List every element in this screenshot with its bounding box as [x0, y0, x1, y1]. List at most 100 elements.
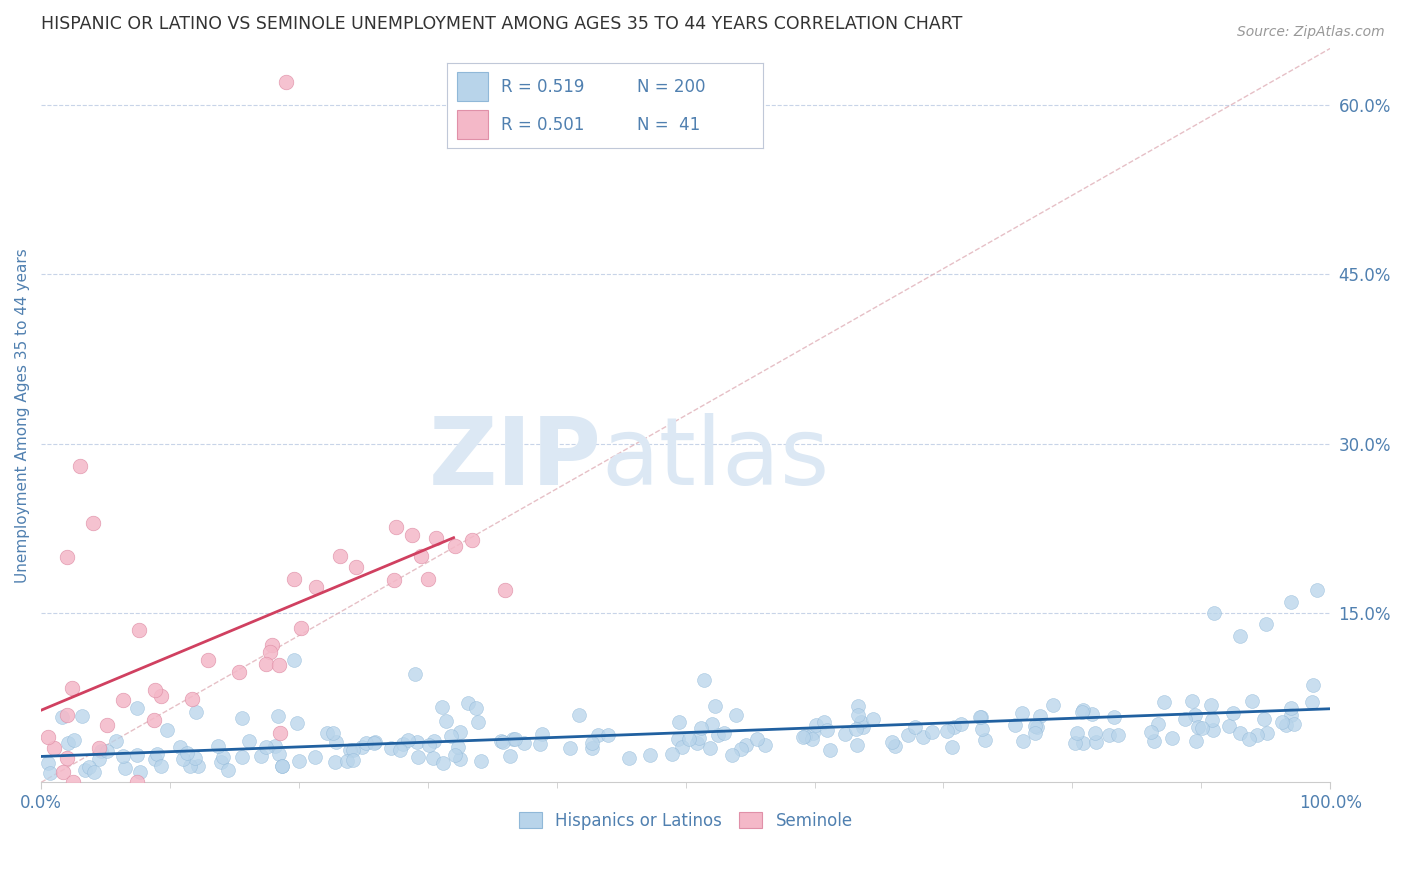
Text: atlas: atlas: [602, 413, 830, 506]
Point: [323, 755, 346, 769]
Point: [290, 621, 312, 635]
Point: [845, 722, 868, 736]
Point: [461, 533, 484, 547]
Point: [1187, 720, 1209, 734]
Point: [846, 738, 869, 752]
Point: [447, 740, 470, 755]
Point: [754, 738, 776, 752]
Point: [432, 756, 454, 770]
Point: [270, 758, 292, 772]
Point: [492, 735, 515, 749]
Point: [503, 731, 526, 746]
Point: [434, 714, 457, 729]
Text: Source: ZipAtlas.com: Source: ZipAtlas.com: [1237, 25, 1385, 39]
Point: [1181, 694, 1204, 708]
Point: [425, 532, 447, 546]
Point: [129, 764, 152, 779]
Point: [792, 730, 814, 744]
Point: [499, 749, 522, 764]
Point: [1143, 734, 1166, 748]
Point: [423, 733, 446, 747]
Point: [568, 708, 591, 723]
Text: HISPANIC OR LATINO VS SEMINOLE UNEMPLOYMENT AMONG AGES 35 TO 44 YEARS CORRELATIO: HISPANIC OR LATINO VS SEMINOLE UNEMPLOYM…: [41, 15, 963, 33]
Point: [329, 549, 352, 564]
Point: [851, 715, 873, 730]
Point: [143, 752, 166, 766]
Point: [1083, 725, 1105, 739]
Point: [127, 701, 149, 715]
Point: [56, 736, 79, 750]
Point: [96, 744, 118, 758]
Point: [342, 753, 364, 767]
Point: [936, 724, 959, 739]
Point: [1146, 717, 1168, 731]
Point: [187, 759, 209, 773]
Point: [818, 743, 841, 757]
Point: [1064, 736, 1087, 750]
Point: [69, 459, 91, 474]
Point: [1275, 718, 1298, 732]
Point: [921, 724, 943, 739]
Point: [1218, 719, 1240, 733]
Point: [800, 731, 823, 746]
Point: [1071, 705, 1094, 719]
Point: [846, 707, 869, 722]
Point: [146, 747, 169, 761]
Legend: Hispanics or Latinos, Seminole: Hispanics or Latinos, Seminole: [512, 805, 859, 837]
Point: [666, 731, 689, 746]
Point: [238, 734, 260, 748]
Point: [430, 700, 453, 714]
Point: [1256, 725, 1278, 739]
Point: [1271, 714, 1294, 729]
Point: [274, 75, 297, 89]
Point: [465, 701, 488, 715]
Point: [689, 731, 711, 745]
Point: [671, 739, 693, 754]
Point: [1301, 695, 1323, 709]
Point: [1279, 708, 1302, 723]
Point: [700, 717, 723, 731]
Point: [1229, 726, 1251, 740]
Point: [661, 747, 683, 761]
Point: [529, 737, 551, 751]
Point: [51, 710, 73, 724]
Point: [1184, 707, 1206, 722]
Point: [1011, 706, 1033, 720]
Point: [217, 764, 239, 778]
Point: [416, 572, 439, 586]
Point: [494, 583, 516, 598]
Point: [745, 731, 768, 746]
Point: [409, 549, 432, 564]
Point: [678, 732, 700, 747]
Point: [150, 690, 173, 704]
Point: [363, 736, 385, 750]
Point: [1024, 719, 1046, 733]
Y-axis label: Unemployment Among Ages 35 to 44 years: Unemployment Among Ages 35 to 44 years: [15, 248, 30, 582]
Point: [1302, 678, 1324, 692]
Point: [531, 727, 554, 741]
Point: [104, 733, 127, 747]
Point: [586, 727, 609, 741]
Point: [1174, 712, 1197, 726]
Point: [558, 741, 581, 756]
Point: [1102, 709, 1125, 723]
Point: [231, 711, 253, 725]
Point: [352, 739, 374, 754]
Point: [418, 738, 440, 752]
Point: [169, 739, 191, 754]
Point: [1237, 732, 1260, 747]
Point: [143, 683, 166, 698]
Point: [42, 741, 65, 756]
Point: [581, 736, 603, 750]
Point: [1042, 698, 1064, 712]
Point: [969, 710, 991, 724]
Point: [450, 724, 472, 739]
Point: [793, 729, 815, 743]
Point: [1279, 701, 1302, 715]
Point: [269, 747, 291, 761]
Point: [172, 752, 194, 766]
Point: [389, 743, 412, 757]
Point: [114, 761, 136, 775]
Point: [112, 749, 135, 764]
Point: [181, 692, 204, 706]
